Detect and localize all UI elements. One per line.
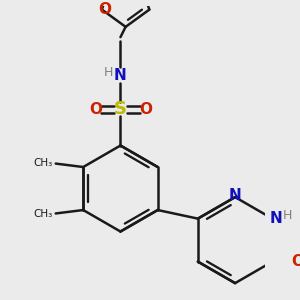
Text: CH₃: CH₃	[33, 209, 52, 219]
Text: N: N	[114, 68, 127, 82]
Text: S: S	[114, 100, 127, 118]
Text: N: N	[269, 211, 282, 226]
Text: O: O	[291, 254, 300, 269]
Text: CH₃: CH₃	[33, 158, 52, 168]
Text: O: O	[89, 102, 102, 117]
Text: O: O	[139, 102, 152, 117]
Text: H: H	[282, 209, 292, 222]
Text: O: O	[98, 2, 111, 17]
Text: H: H	[104, 66, 113, 79]
Text: N: N	[229, 188, 242, 203]
